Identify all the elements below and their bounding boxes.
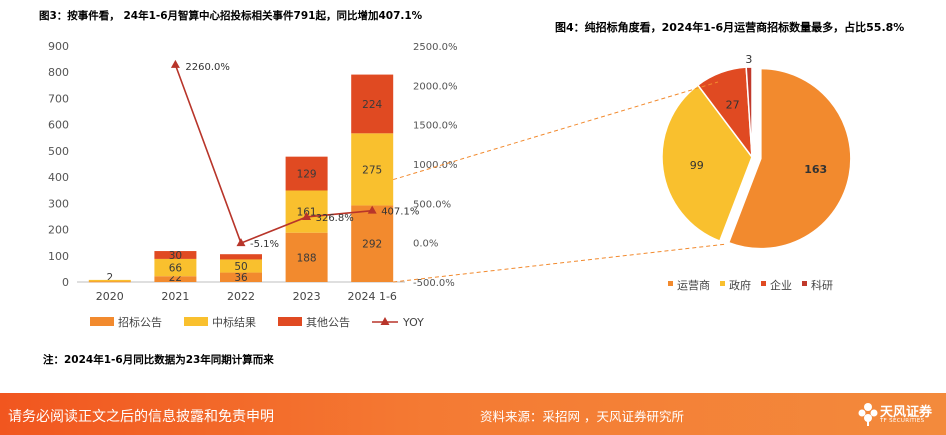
- bar-data-label: 292: [362, 239, 382, 251]
- yoy-marker: [367, 205, 377, 214]
- yoy-marker: [170, 59, 180, 68]
- y-tick-label: 100: [48, 250, 69, 263]
- x-tick-label: 2020: [96, 290, 124, 303]
- pie-data-label: 27: [726, 99, 740, 112]
- figure-3-title: 图3：按事件看， 24年1-6月智算中心招投标相关事件791起，同比增加407.…: [39, 10, 423, 22]
- y2-tick-label: 500.0%: [413, 199, 451, 210]
- yoy-data-label: 326.8%: [316, 213, 354, 224]
- y-tick-label: 400: [48, 171, 69, 184]
- x-tick-label: 2024 1-6: [347, 290, 396, 303]
- bar-data-label: 2: [106, 272, 113, 284]
- bar-segment: [154, 276, 197, 282]
- y-tick-label: 900: [48, 40, 69, 53]
- y2-tick-label: 1000.0%: [413, 160, 458, 171]
- legend-swatch: [278, 317, 302, 326]
- bar-segment: [351, 205, 394, 282]
- bar-segment: [285, 156, 328, 191]
- y-tick-label: 600: [48, 119, 69, 132]
- bar-segment: [154, 251, 197, 259]
- connector-line-bottom: [393, 243, 728, 283]
- bar-data-label: 224: [362, 99, 382, 111]
- logo-text: 天风证券: [880, 405, 933, 420]
- legend-label: 招标公告: [118, 315, 162, 329]
- legend-label: 其他公告: [306, 316, 350, 329]
- pie-legend-label: 科研: [811, 278, 833, 292]
- bar-segment: [154, 258, 197, 277]
- y2-tick-label: -500.0%: [413, 278, 455, 289]
- bar-segment: [351, 74, 394, 134]
- pie-legend-swatch: [668, 281, 673, 286]
- pie-slice: [661, 84, 753, 243]
- pie-legend-label: 企业: [770, 278, 792, 292]
- y-tick-label: 200: [48, 224, 69, 237]
- bar-data-label: 129: [297, 169, 317, 181]
- footer-bar: 请务必阅读正文之后的信息披露和免责申明 资料来源：采招网 ，天风证券研究所 天风…: [0, 393, 946, 435]
- yoy-marker: [236, 238, 246, 247]
- legend-swatch: [184, 317, 208, 326]
- y-tick-label: 500: [48, 145, 69, 158]
- pie-legend-swatch: [761, 281, 766, 286]
- bar-segment: [220, 254, 262, 260]
- stacked-bar-chart: 0 100 200 300 400 500 600 700 800 900 -500.0% 0.0% 5…: [48, 40, 458, 329]
- connector-line-top: [393, 81, 719, 181]
- logo-subtext: TF SECURITIES: [880, 418, 925, 424]
- pie-data-label: 163: [804, 163, 827, 176]
- yoy-line: [174, 64, 373, 245]
- footer-disclaimer: 请务必阅读正文之后的信息披露和免责申明: [8, 409, 274, 425]
- pie-data-label: 3: [745, 53, 752, 66]
- pie-chart: 163 99 27 3 运营商 政府 企业 科研: [393, 53, 852, 292]
- bar-segment: [220, 272, 262, 282]
- pie-slice: [727, 67, 852, 250]
- y-tick-label: 300: [48, 197, 69, 210]
- bar-segment: [285, 232, 328, 282]
- y2-tick-label: 0.0%: [413, 239, 438, 250]
- figure-4-title: 图4：纯招标角度看，2024年1-6月运营商招标数量最多，占比55.8%: [555, 21, 905, 34]
- bar-segment: [351, 133, 394, 206]
- legend-swatch: [90, 317, 114, 326]
- footer-source: 资料来源：采招网 ，天风证券研究所: [480, 409, 684, 424]
- yoy-data-label: 407.1%: [381, 207, 419, 218]
- x-tick-label: 2022: [227, 290, 255, 303]
- bar-data-label: 66: [169, 263, 183, 275]
- y2-tick-label: 2000.0%: [413, 81, 458, 92]
- x-tick-label: 2021: [161, 290, 189, 303]
- legend-label: YOY: [402, 316, 424, 329]
- bar-segment: [88, 279, 131, 282]
- pie-legend-swatch: [720, 281, 725, 286]
- bar-data-label: 50: [234, 261, 247, 273]
- charts-canvas: 0 100 200 300 400 500 600 700 800 900 -500.0% 0.0% 5…: [48, 40, 852, 329]
- bar-data-label: 275: [362, 164, 382, 176]
- y2-tick-label: 1500.0%: [413, 121, 458, 132]
- logo-flower-icon: [858, 403, 878, 426]
- bar-segment: [220, 259, 262, 273]
- bar-segment: [88, 281, 131, 283]
- legend-label: 中标结果: [212, 315, 256, 329]
- pie-legend-swatch: [802, 281, 807, 286]
- pie-legend-label: 运营商: [677, 278, 710, 292]
- bar-segment: [285, 190, 328, 233]
- pie-legend-label: 政府: [729, 278, 751, 292]
- yoy-data-label: -5.1%: [250, 239, 279, 250]
- yoy-marker: [302, 211, 312, 220]
- x-tick-label: 2023: [293, 290, 321, 303]
- y-tick-label: 700: [48, 92, 69, 105]
- bar-data-label: 30: [169, 250, 182, 262]
- y-tick-label: 0: [62, 276, 69, 289]
- y2-tick-label: 2500.0%: [413, 42, 458, 53]
- bar-data-label: 188: [297, 252, 317, 264]
- chart-note: 注：2024年1-6月同比数据为23年同期计算而来: [43, 354, 274, 366]
- yoy-data-label: 2260.0%: [185, 62, 230, 73]
- y-tick-label: 800: [48, 66, 69, 79]
- bar-data-label: 36: [234, 272, 248, 284]
- pie-data-label: 99: [690, 159, 704, 172]
- legend-marker: [380, 317, 390, 325]
- pie-slice: [745, 66, 753, 158]
- company-logo: 天风证券 TF SECURITIES: [858, 399, 938, 429]
